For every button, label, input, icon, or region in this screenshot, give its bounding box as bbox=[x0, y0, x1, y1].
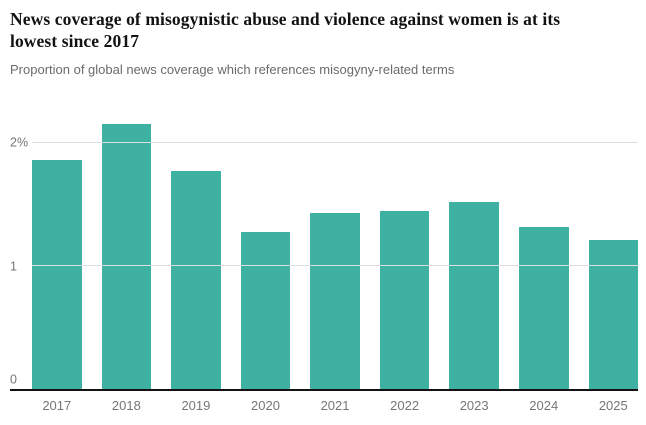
x-axis-label: 2017 bbox=[42, 397, 72, 413]
chart-subtitle: Proportion of global news coverage which… bbox=[10, 61, 455, 77]
bar-2019 bbox=[171, 171, 221, 390]
bars bbox=[32, 106, 639, 390]
y-tick-label: 2% bbox=[10, 135, 29, 150]
bar-2023 bbox=[449, 202, 499, 390]
bar-2017 bbox=[32, 160, 82, 390]
x-axis-label: 2020 bbox=[251, 397, 280, 413]
x-axis-label: 2021 bbox=[320, 397, 350, 413]
bar-2022 bbox=[379, 210, 430, 390]
x-axis-line bbox=[10, 388, 638, 391]
x-axis: 2017 2018 2019 2020 2021 2022 2023 2024 2025 bbox=[32, 399, 638, 412]
y-tick-label: 1 bbox=[10, 258, 17, 273]
plot-row: 0 1 2% bbox=[10, 106, 639, 391]
chart-title: News coverage of misogynistic abuse and … bbox=[10, 9, 561, 52]
gridline bbox=[32, 265, 638, 267]
bar-2021 bbox=[310, 213, 360, 390]
x-axis-label: 2018 bbox=[111, 397, 141, 413]
x-axis-label: 2022 bbox=[390, 397, 420, 413]
x-axis-label: 2023 bbox=[459, 397, 489, 413]
y-tick-label: 0 bbox=[10, 372, 17, 387]
bar-2024 bbox=[518, 226, 569, 390]
bar-chart: 0 1 2% 2017 2018 2019 2020 2021 2022 2023 2024 202… bbox=[10, 106, 639, 412]
bar-2020 bbox=[240, 231, 291, 390]
y-axis: 0 1 2% bbox=[10, 106, 30, 390]
bar-2025 bbox=[588, 240, 639, 390]
gridline bbox=[32, 141, 638, 143]
plot-area bbox=[10, 106, 639, 391]
x-axis-label: 2024 bbox=[529, 397, 559, 413]
x-axis-label: 2025 bbox=[598, 397, 628, 413]
bar-2018 bbox=[101, 124, 152, 390]
x-axis-label: 2019 bbox=[181, 397, 211, 413]
